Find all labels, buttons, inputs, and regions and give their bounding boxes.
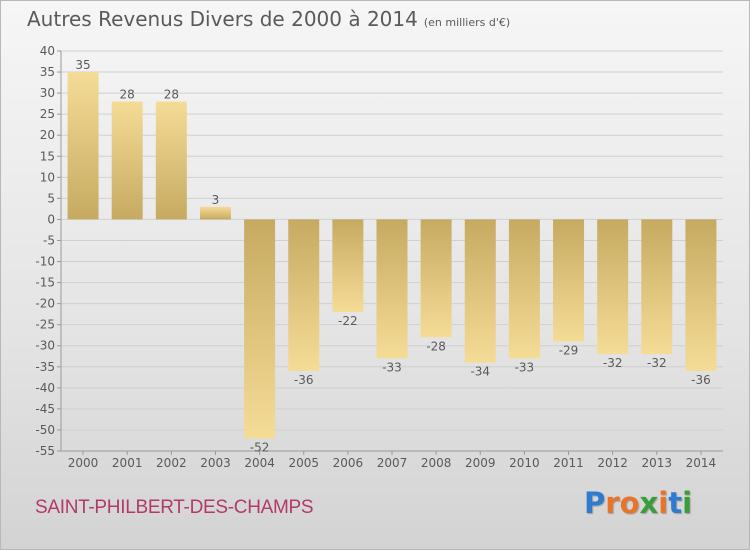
bar-2005	[288, 219, 320, 371]
x-tick-label: 2004	[244, 456, 275, 470]
y-tick-label: 30	[40, 86, 55, 100]
x-tick-label: 2014	[686, 456, 717, 470]
y-tick-label: -15	[35, 276, 55, 290]
data-label: -32	[603, 356, 623, 370]
bar-2014	[685, 219, 717, 371]
bar-2000	[67, 72, 99, 220]
bar-2013	[641, 219, 673, 355]
x-tick-label: 2013	[642, 456, 673, 470]
brand-letter: P	[584, 486, 606, 520]
bar-2010	[508, 219, 540, 359]
x-tick-label: 2006	[333, 456, 364, 470]
commune-name: SAINT-PHILBERT-DES-CHAMPS	[35, 497, 314, 518]
x-tick-label: 2010	[509, 456, 540, 470]
y-tick-label: 40	[40, 44, 55, 58]
brand-letter: x	[639, 486, 659, 520]
bar-2003	[199, 206, 231, 220]
y-tick-label: 10	[40, 170, 55, 184]
y-tick-label: 5	[47, 191, 55, 205]
data-label: -28	[426, 339, 446, 353]
data-label: -33	[382, 360, 402, 374]
y-tick-label: -5	[43, 233, 55, 247]
bar-2001	[111, 101, 143, 220]
x-tick-label: 2003	[200, 456, 231, 470]
y-tick-label: -25	[35, 318, 55, 332]
y-tick-label: 35	[40, 65, 55, 79]
data-label: 35	[75, 58, 90, 72]
bar-2008	[420, 219, 452, 338]
x-tick-label: 2000	[68, 456, 99, 470]
bar-2007	[376, 219, 408, 359]
x-tick-label: 2008	[421, 456, 452, 470]
proxiti-logo[interactable]: Proxiti	[584, 486, 692, 520]
brand-letter: t	[668, 486, 683, 520]
x-tick-label: 2009	[465, 456, 496, 470]
y-tick-label: 0	[47, 212, 55, 226]
x-tick-label: 2001	[112, 456, 143, 470]
y-tick-label: -35	[35, 360, 55, 374]
y-tick-label: -50	[35, 423, 55, 437]
bar-2006	[332, 219, 364, 313]
bars	[67, 72, 717, 439]
data-label: -33	[515, 360, 535, 374]
y-tick-label: -45	[35, 402, 55, 416]
chart-title: Autres Revenus Divers de 2000 à 2014 (en …	[27, 7, 510, 31]
y-tick-label: -10	[35, 255, 55, 269]
data-label: 28	[120, 88, 135, 102]
y-tick-label: -55	[35, 444, 55, 458]
x-tick-label: 2002	[156, 456, 187, 470]
bar-2002	[155, 101, 187, 220]
x-tick-label: 2005	[288, 456, 319, 470]
data-label: -34	[470, 365, 490, 379]
bar-2012	[597, 219, 629, 355]
x-tick-label: 2012	[597, 456, 628, 470]
data-label: -52	[250, 440, 270, 454]
x-tick-label: 2011	[553, 456, 584, 470]
data-labels: 35 28 28 3 -52 -36 -22 -33 -28 -34 -33 -29 -32 -32 -36	[75, 58, 710, 454]
brand-letter: i	[658, 486, 669, 520]
data-label: -36	[691, 373, 711, 387]
y-tick-label: -40	[35, 381, 55, 395]
x-tick-label: 2007	[377, 456, 408, 470]
chart-subtitle: (en milliers d'€)	[423, 16, 511, 29]
y-tick-label: -20	[35, 297, 55, 311]
axes: 40 35 30 25 20 15 10 5 0 -5 -10 -15 -20 -25 -30 -35 -40 -…	[35, 44, 723, 470]
y-tick-label: 25	[40, 107, 55, 121]
bar-2009	[464, 219, 496, 363]
data-label: 3	[212, 193, 220, 207]
y-tick-label: 20	[40, 128, 55, 142]
data-label: 28	[164, 88, 179, 102]
bar-2011	[553, 219, 585, 342]
y-tick-label: -30	[35, 339, 55, 353]
data-label: -32	[647, 356, 667, 370]
data-label: -29	[559, 344, 579, 358]
bar-2004	[244, 219, 276, 439]
data-label: -36	[294, 373, 314, 387]
brand-letter: i	[682, 486, 693, 520]
y-tick-label: 15	[40, 149, 55, 163]
data-label: -22	[338, 314, 358, 328]
chart-title-text: Autres Revenus Divers de 2000 à 2014	[27, 7, 418, 31]
brand-letter: o	[619, 486, 640, 520]
brand-letter: r	[605, 486, 620, 520]
